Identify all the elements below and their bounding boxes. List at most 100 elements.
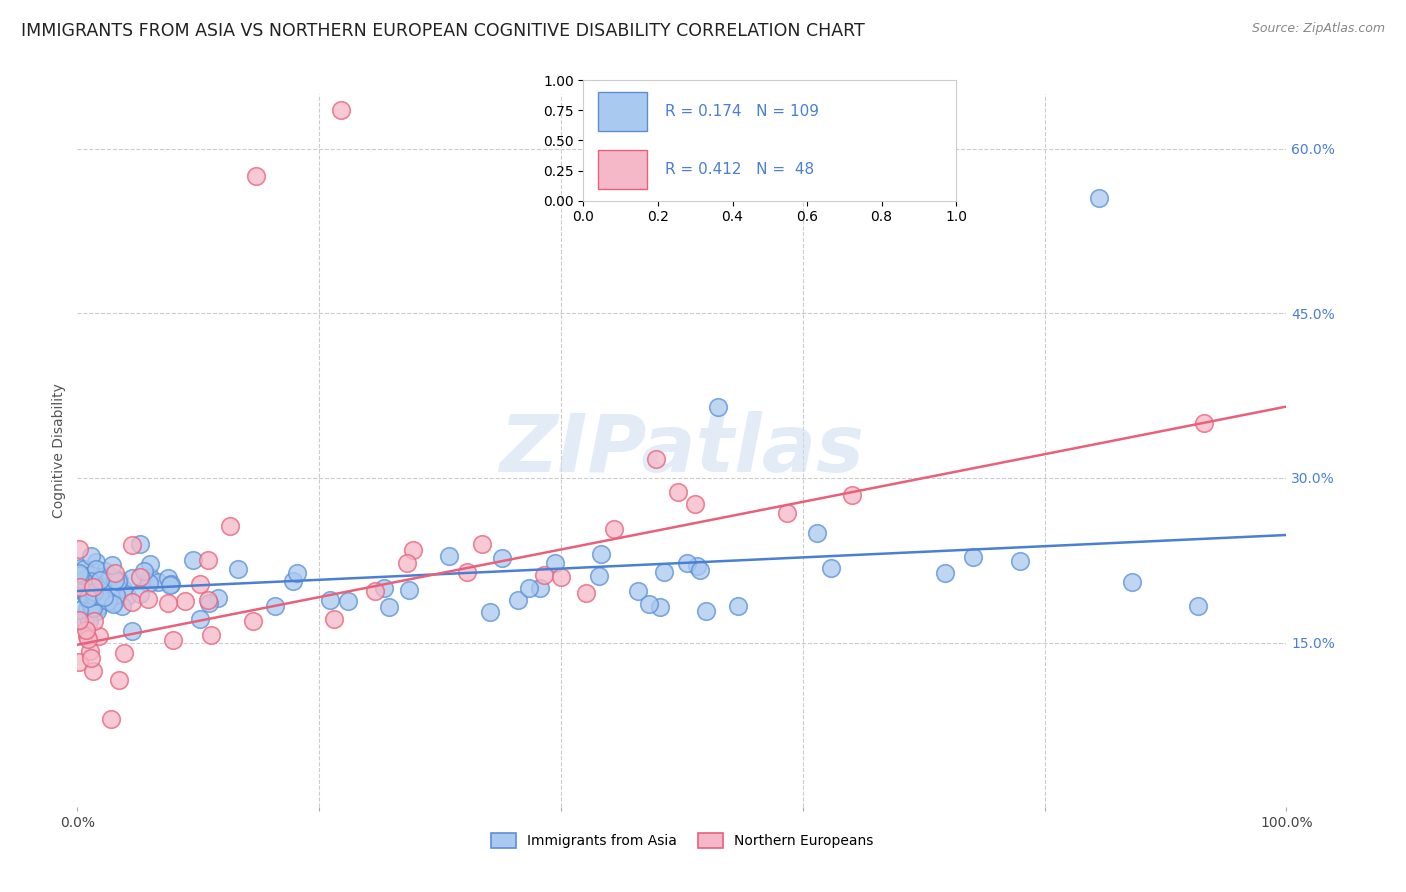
Point	[103, 566, 125, 581]
Point	[77, 632, 100, 647]
Point	[645, 452, 668, 467]
Point	[138, 576, 160, 591]
Point	[603, 522, 626, 536]
Point	[686, 558, 709, 573]
Point	[79, 574, 101, 589]
Point	[197, 593, 219, 607]
Point	[77, 614, 100, 628]
Point	[156, 596, 179, 610]
Point	[107, 574, 129, 589]
Point	[69, 582, 91, 596]
Point	[666, 485, 689, 500]
Point	[89, 592, 111, 607]
Point	[80, 651, 103, 665]
Point	[121, 538, 143, 552]
Point	[591, 547, 613, 561]
Text: R = 0.174   N = 109: R = 0.174 N = 109	[665, 104, 820, 120]
Point	[174, 594, 197, 608]
Point	[76, 591, 98, 606]
Point	[245, 169, 267, 183]
Point	[806, 525, 828, 540]
Point	[69, 568, 91, 582]
Point	[242, 614, 264, 628]
Point	[84, 562, 107, 576]
Point	[162, 632, 184, 647]
Point	[129, 570, 152, 584]
Point	[83, 580, 105, 594]
Point	[373, 582, 395, 596]
Point	[103, 597, 125, 611]
Point	[101, 558, 124, 573]
Point	[89, 573, 111, 587]
Point	[104, 588, 127, 602]
Point	[181, 553, 204, 567]
Point	[319, 593, 342, 607]
Point	[200, 628, 222, 642]
Point	[364, 584, 387, 599]
Point	[67, 542, 90, 557]
Point	[188, 576, 211, 591]
Point	[80, 567, 103, 582]
Point	[478, 606, 501, 620]
Point	[79, 643, 101, 657]
Point	[637, 597, 659, 611]
Point	[139, 570, 162, 584]
FancyBboxPatch shape	[599, 93, 647, 131]
Point	[652, 565, 675, 579]
Point	[76, 629, 98, 643]
Point	[100, 595, 122, 609]
Text: IMMIGRANTS FROM ASIA VS NORTHERN EUROPEAN COGNITIVE DISABILITY CORRELATION CHART: IMMIGRANTS FROM ASIA VS NORTHERN EUROPEA…	[21, 22, 865, 40]
Point	[676, 556, 699, 570]
Point	[100, 590, 122, 604]
Point	[110, 599, 132, 613]
Point	[69, 580, 91, 594]
Point	[84, 586, 107, 600]
Point	[776, 506, 799, 520]
Point	[77, 591, 100, 605]
Point	[136, 592, 159, 607]
Point	[134, 565, 156, 579]
Point	[94, 564, 117, 578]
Point	[129, 537, 152, 551]
Point	[841, 488, 863, 502]
Point	[689, 563, 711, 577]
Point	[575, 586, 598, 600]
Point	[395, 556, 418, 570]
Point	[285, 566, 308, 581]
Point	[67, 576, 90, 591]
Point	[588, 569, 610, 583]
Point	[544, 556, 567, 570]
Point	[80, 602, 103, 616]
Point	[87, 599, 110, 614]
Point	[100, 713, 122, 727]
Point	[121, 571, 143, 585]
Point	[322, 612, 344, 626]
Point	[683, 497, 706, 511]
Point	[197, 596, 219, 610]
Point	[207, 591, 229, 606]
Point	[456, 565, 478, 579]
Text: Source: ZipAtlas.com: Source: ZipAtlas.com	[1251, 22, 1385, 36]
Point	[517, 581, 540, 595]
Point	[75, 623, 97, 637]
Point	[115, 589, 138, 603]
Point	[148, 574, 170, 589]
Point	[506, 592, 529, 607]
Point	[550, 570, 572, 584]
Point	[402, 543, 425, 558]
Point	[108, 573, 131, 587]
Point	[121, 624, 143, 639]
Point	[962, 549, 984, 564]
Point	[82, 600, 104, 615]
FancyBboxPatch shape	[599, 150, 647, 188]
Text: ZIPatlas: ZIPatlas	[499, 411, 865, 490]
Point	[76, 602, 98, 616]
Point	[378, 600, 401, 615]
Point	[91, 580, 114, 594]
Point	[89, 629, 111, 643]
Point	[80, 600, 103, 615]
Point	[89, 590, 111, 604]
Point	[82, 664, 104, 678]
Point	[83, 614, 105, 628]
Point	[188, 612, 211, 626]
